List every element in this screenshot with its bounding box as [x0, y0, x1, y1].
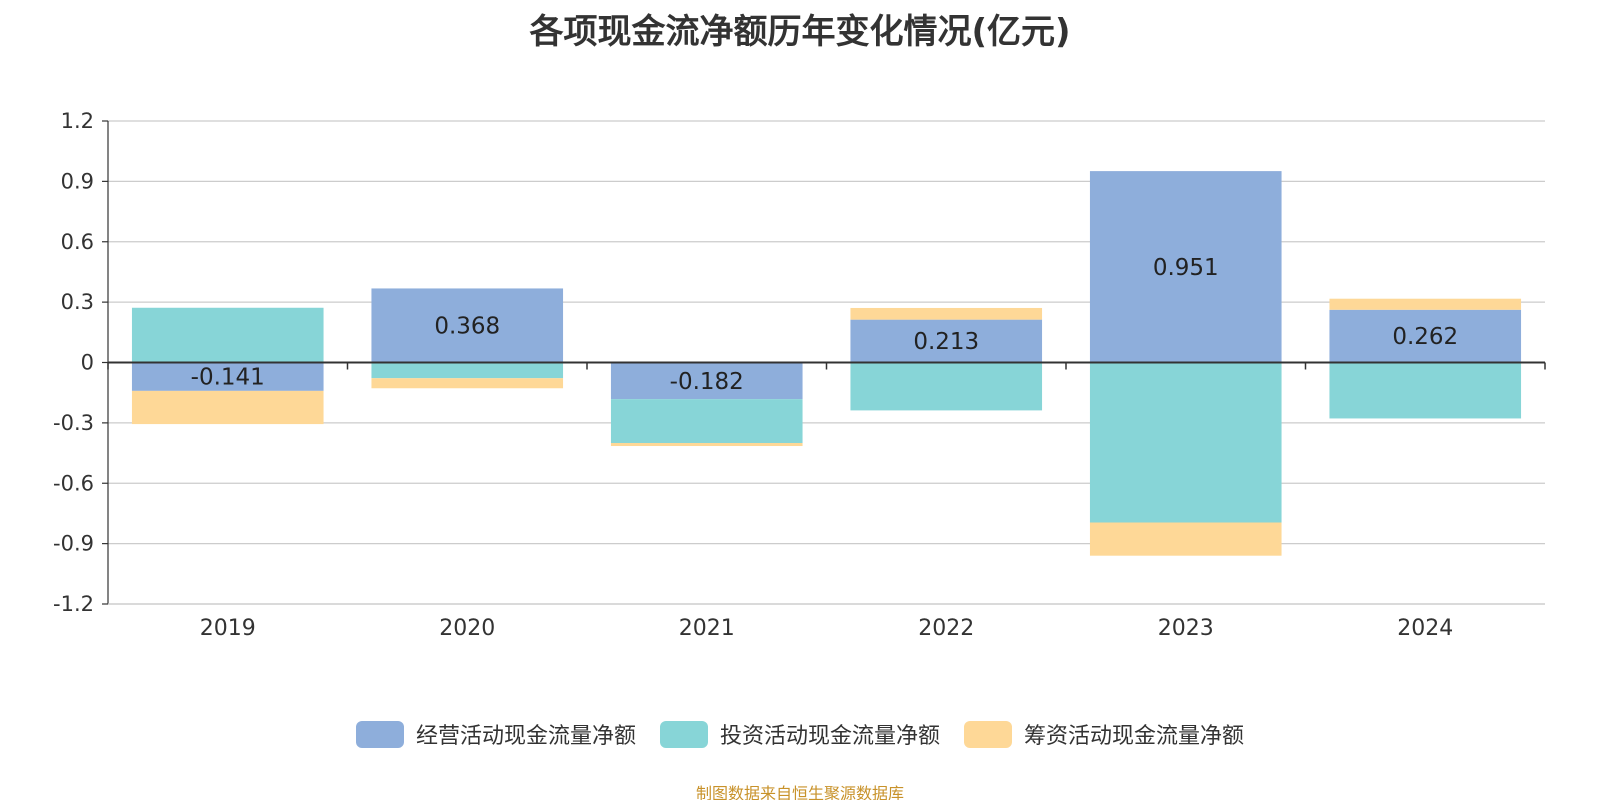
- bar-segment-financing: [131, 390, 324, 425]
- legend-swatch-investing: [659, 720, 708, 748]
- bar-segment-investing: [1089, 362, 1282, 523]
- chart-title: 各项现金流净额历年变化情况(亿元): [529, 12, 1071, 52]
- y-tick-label: -1.2: [53, 592, 94, 616]
- source-note: 制图数据来自恒生聚源数据库: [695, 784, 904, 800]
- legend-swatch-operating: [355, 720, 404, 748]
- data-label: 0.213: [913, 329, 979, 355]
- data-label: 0.262: [1392, 324, 1458, 350]
- y-tick-label: -0.6: [53, 471, 94, 495]
- bar-segment-operating: [371, 288, 564, 363]
- x-tick-label: 2022: [918, 616, 974, 641]
- bar-segment-financing: [1089, 522, 1282, 556]
- bar-segment-financing: [371, 378, 564, 389]
- y-tick-label: 0: [81, 351, 94, 375]
- legend-label-financing: 筹资活动现金流量净额: [1024, 724, 1245, 749]
- bar-segment-investing: [610, 399, 803, 443]
- y-tick-label: 1.2: [61, 109, 94, 133]
- x-tick-label: 2021: [679, 616, 735, 641]
- x-tick-label: 2020: [439, 616, 495, 641]
- data-label: 0.368: [434, 313, 500, 339]
- bar-segment-investing: [371, 362, 564, 379]
- data-label: -0.141: [191, 365, 265, 391]
- bar-segment-operating: [131, 362, 324, 391]
- bar-segment-financing: [1329, 298, 1522, 310]
- legend-label-investing: 投资活动现金流量净额: [719, 724, 940, 749]
- legend-item-investing[interactable]: 投资活动现金流量净额: [659, 718, 940, 750]
- legend-item-operating[interactable]: 经营活动现金流量净额: [355, 718, 636, 750]
- legend-swatch-financing: [964, 720, 1012, 748]
- data-label: 0.951: [1153, 255, 1219, 281]
- bar-segment-operating: [610, 362, 803, 400]
- bar-segment-financing: [610, 443, 803, 447]
- x-tick-label: 2024: [1397, 616, 1453, 641]
- legend-label-operating: 经营活动现金流量净额: [415, 724, 636, 749]
- x-tick-label: 2019: [200, 616, 256, 641]
- y-tick-label: 0.3: [61, 290, 94, 314]
- bar-segment-operating: [1329, 309, 1522, 363]
- x-tick-label: 2023: [1158, 616, 1214, 641]
- bar-segment-operating: [1089, 171, 1282, 363]
- bar-segment-investing: [1329, 362, 1522, 419]
- y-tick-label: 0.9: [61, 169, 94, 193]
- bar-segment-investing: [850, 362, 1043, 411]
- chart-legend: 经营活动现金流量净额 投资活动现金流量净额 筹资活动现金流量净额: [0, 718, 1600, 750]
- y-tick-label: 0.6: [61, 230, 94, 254]
- bar-segment-financing: [850, 307, 1043, 320]
- y-tick-label: -0.9: [53, 532, 94, 556]
- bar-segment-investing: [131, 307, 324, 363]
- bar-segment-operating: [850, 319, 1043, 363]
- legend-item-financing[interactable]: 筹资活动现金流量净额: [964, 718, 1244, 750]
- data-label: -0.182: [670, 369, 744, 395]
- y-tick-label: -0.3: [53, 411, 94, 435]
